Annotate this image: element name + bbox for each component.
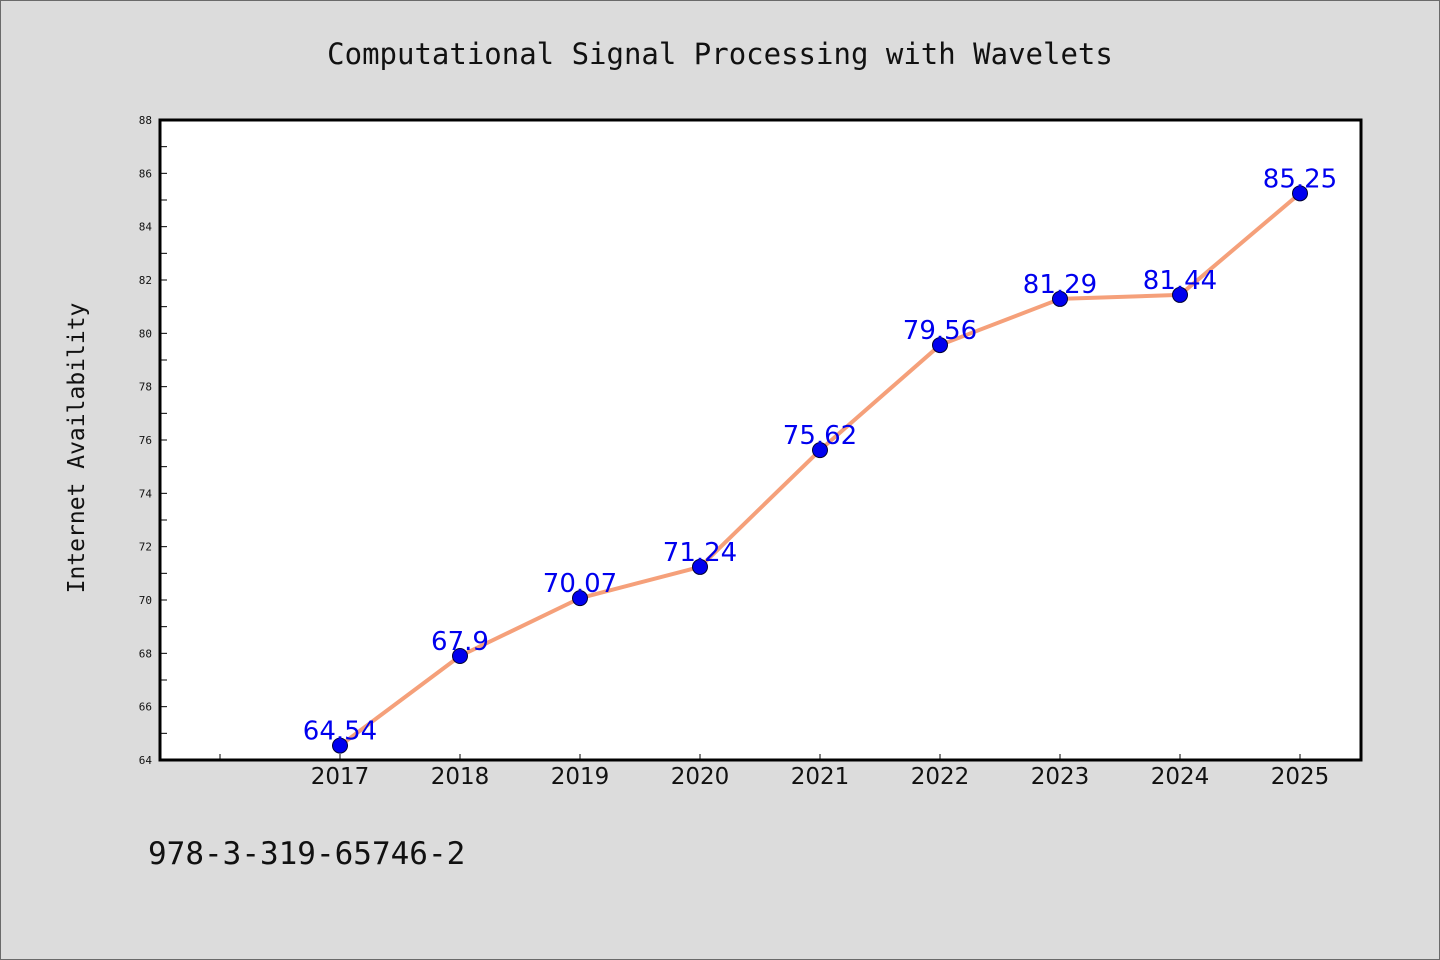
data-labels: 64.54 67.9 70.07 71.24 75.62 79.56 81.29 81.44 8… (303, 164, 1337, 746)
y-tick-label: 84 (139, 221, 153, 234)
data-label: 67.9 (431, 627, 489, 657)
y-tick-label: 64 (139, 754, 153, 767)
y-tick-label: 74 (139, 487, 153, 500)
data-label: 71.24 (663, 538, 737, 568)
data-point (932, 337, 948, 354)
x-tick-label: 2023 (1031, 764, 1090, 790)
data-point (1172, 286, 1188, 303)
data-point (1292, 185, 1308, 202)
footnote-isbn: 978-3-319-65746-2 (148, 836, 465, 872)
x-tick-label: 2017 (311, 764, 370, 790)
y-tick-label: 68 (139, 647, 152, 660)
y-tick-label: 88 (139, 114, 152, 127)
y-tick-label: 86 (139, 167, 152, 180)
data-label: 81.44 (1143, 266, 1217, 296)
y-axis-label: Internet Availability (64, 303, 90, 594)
y-tick-label: 80 (139, 327, 152, 340)
x-tick-label: 2025 (1271, 764, 1330, 790)
data-label: 81.29 (1023, 270, 1097, 300)
data-point (332, 737, 348, 754)
plot-area (160, 120, 1361, 760)
data-point (1052, 290, 1068, 307)
y-tick-label: 82 (139, 274, 152, 287)
x-tick-label: 2020 (671, 764, 730, 790)
x-tick-label: 2018 (431, 764, 490, 790)
x-tick-label: 2019 (551, 764, 610, 790)
x-tick-label: 2022 (911, 764, 970, 790)
y-tick-label: 66 (139, 701, 152, 714)
data-point (452, 648, 468, 664)
y-tick-label: 76 (139, 434, 152, 447)
x-axis-ticks: 2017 2018 2019 2020 2021 2022 2023 2024 2025 (219, 754, 1330, 790)
data-label: 79.56 (903, 316, 977, 346)
data-label: 70.07 (543, 569, 617, 599)
data-label: 85.25 (1263, 164, 1337, 194)
x-tick-label: 2024 (1151, 764, 1210, 790)
y-tick-label: 78 (139, 381, 152, 394)
data-point (572, 590, 588, 607)
data-point (692, 558, 708, 575)
series-markers (332, 185, 1308, 754)
chart-title: Computational Signal Processing with Wav… (327, 37, 1113, 71)
x-tick-label: 2021 (791, 764, 850, 790)
data-point (812, 442, 828, 459)
plot-border (158, 118, 1363, 762)
y-tick-label: 72 (139, 541, 152, 554)
data-label: 64.54 (303, 717, 377, 747)
data-label: 75.62 (783, 421, 857, 451)
y-tick-label: 70 (139, 594, 152, 607)
